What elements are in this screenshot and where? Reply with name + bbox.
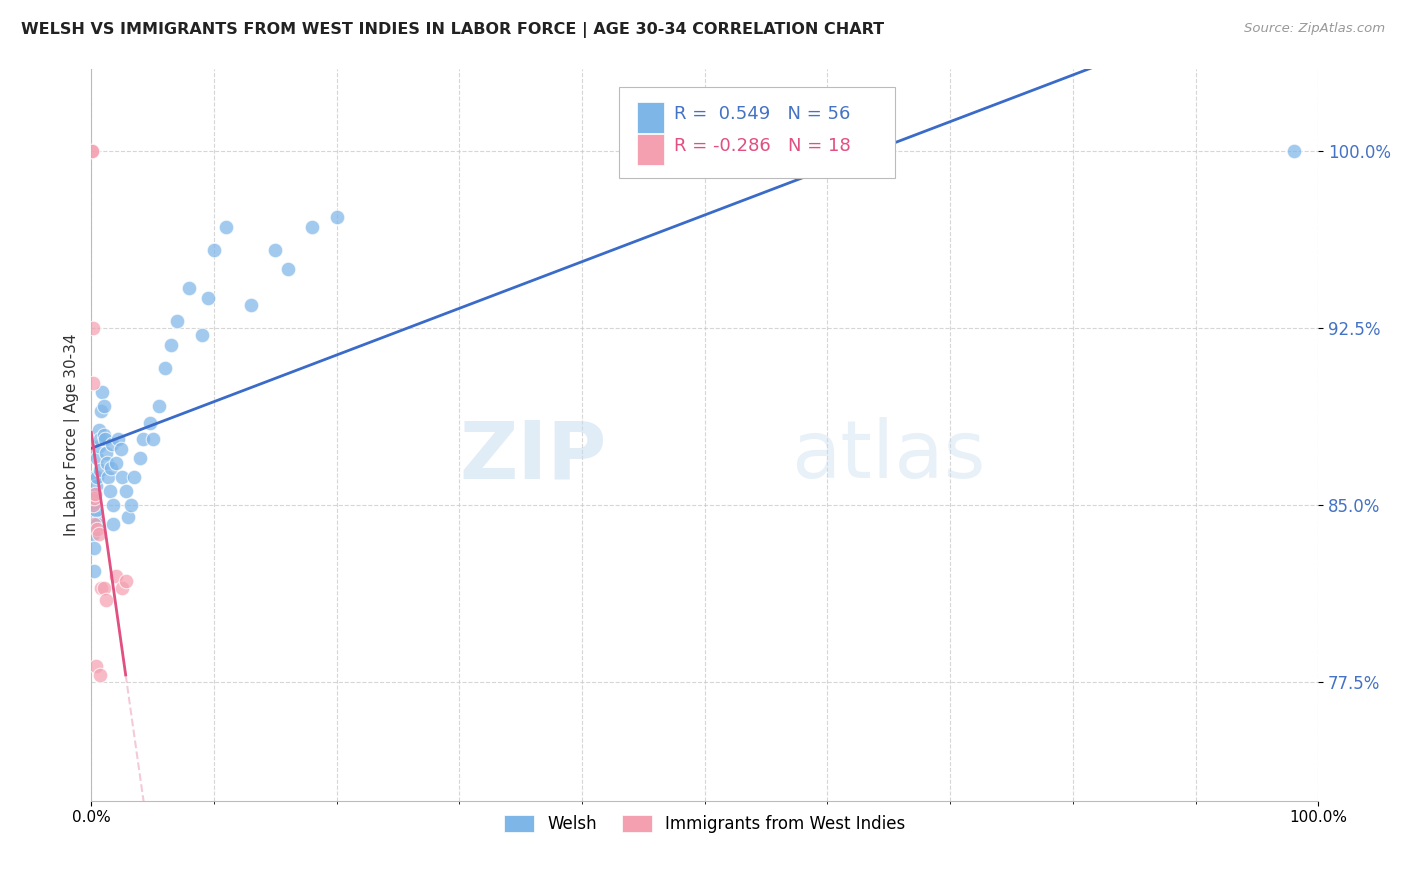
Text: WELSH VS IMMIGRANTS FROM WEST INDIES IN LABOR FORCE | AGE 30-34 CORRELATION CHAR: WELSH VS IMMIGRANTS FROM WEST INDIES IN … bbox=[21, 22, 884, 38]
Point bbox=[94, 446, 117, 460]
Point bbox=[84, 486, 107, 500]
Point bbox=[86, 470, 108, 484]
Point bbox=[139, 416, 162, 430]
Point bbox=[166, 314, 188, 328]
Point bbox=[86, 517, 108, 532]
Point bbox=[89, 463, 111, 477]
Point bbox=[202, 244, 225, 258]
Text: R = -0.286   N = 18: R = -0.286 N = 18 bbox=[673, 137, 851, 155]
Point bbox=[110, 442, 132, 456]
Point bbox=[93, 399, 115, 413]
Text: Source: ZipAtlas.com: Source: ZipAtlas.com bbox=[1244, 22, 1385, 36]
Point bbox=[103, 499, 125, 513]
Point bbox=[89, 668, 111, 682]
Point bbox=[89, 432, 111, 446]
Point bbox=[107, 432, 129, 446]
Point bbox=[82, 499, 104, 513]
Point bbox=[325, 211, 347, 225]
Point bbox=[93, 581, 115, 595]
Point bbox=[215, 219, 238, 234]
Point bbox=[84, 479, 107, 493]
Point bbox=[87, 439, 110, 453]
Point bbox=[111, 581, 134, 595]
Point bbox=[97, 470, 120, 484]
Point bbox=[84, 503, 107, 517]
Point bbox=[84, 486, 107, 500]
Point bbox=[117, 510, 139, 524]
Point bbox=[120, 499, 142, 513]
Point bbox=[87, 423, 110, 437]
Point bbox=[148, 399, 170, 413]
Point bbox=[160, 338, 183, 352]
Point bbox=[84, 659, 107, 673]
Point bbox=[277, 262, 299, 277]
Point bbox=[90, 581, 112, 595]
Point bbox=[80, 144, 103, 158]
Point bbox=[111, 470, 134, 484]
Point bbox=[91, 384, 114, 399]
Text: atlas: atlas bbox=[790, 417, 986, 495]
Y-axis label: In Labor Force | Age 30-34: In Labor Force | Age 30-34 bbox=[65, 334, 80, 536]
Point bbox=[84, 470, 107, 484]
Point bbox=[82, 526, 104, 541]
Legend: Welsh, Immigrants from West Indies: Welsh, Immigrants from West Indies bbox=[498, 808, 912, 839]
Point bbox=[101, 437, 124, 451]
Point bbox=[83, 517, 105, 532]
Point bbox=[1282, 144, 1305, 158]
Point bbox=[98, 484, 121, 499]
Point bbox=[83, 565, 105, 579]
Point bbox=[86, 451, 108, 466]
Point bbox=[122, 470, 145, 484]
Point bbox=[132, 432, 155, 446]
Point bbox=[153, 361, 176, 376]
Point bbox=[239, 298, 262, 312]
Point bbox=[94, 432, 117, 446]
Point bbox=[83, 541, 105, 555]
Point bbox=[264, 244, 287, 258]
Point bbox=[84, 510, 107, 524]
Point bbox=[87, 526, 110, 541]
Bar bbox=[637, 103, 664, 133]
Point bbox=[86, 522, 108, 536]
Bar bbox=[637, 135, 664, 165]
Point bbox=[179, 281, 201, 295]
Point bbox=[100, 460, 122, 475]
Point bbox=[82, 321, 104, 335]
Point bbox=[104, 456, 127, 470]
Point bbox=[80, 144, 103, 158]
Point bbox=[90, 404, 112, 418]
Point bbox=[190, 328, 212, 343]
Text: ZIP: ZIP bbox=[460, 417, 606, 495]
Point bbox=[114, 574, 136, 588]
Point bbox=[96, 456, 118, 470]
Point bbox=[129, 451, 152, 466]
Point bbox=[93, 427, 115, 442]
Point bbox=[94, 592, 117, 607]
Point bbox=[83, 491, 105, 506]
Point bbox=[103, 517, 125, 532]
Point bbox=[301, 219, 323, 234]
FancyBboxPatch shape bbox=[619, 87, 896, 178]
Point bbox=[114, 484, 136, 499]
Text: R =  0.549   N = 56: R = 0.549 N = 56 bbox=[673, 105, 851, 123]
Point bbox=[82, 499, 104, 513]
Point bbox=[197, 291, 219, 305]
Point bbox=[82, 376, 104, 390]
Point bbox=[142, 432, 165, 446]
Point bbox=[104, 569, 127, 583]
